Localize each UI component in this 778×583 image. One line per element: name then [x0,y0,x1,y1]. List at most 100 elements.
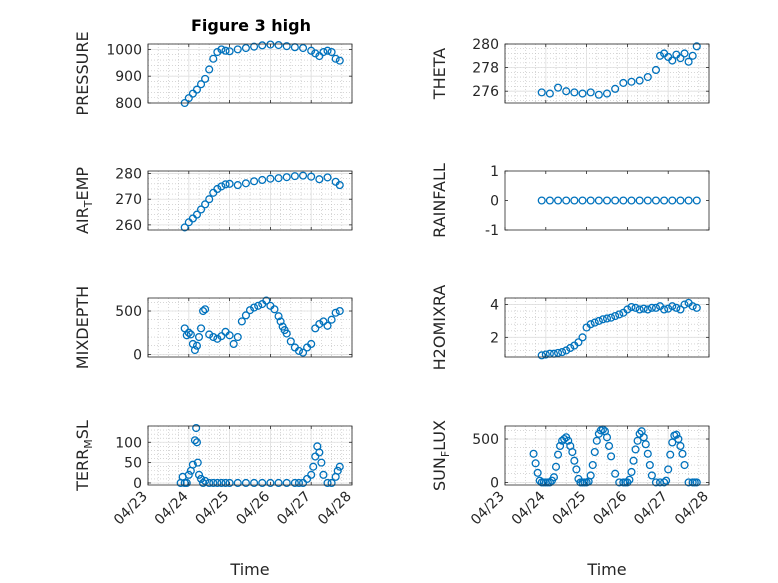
h2omixra-data-point [541,350,550,359]
air-temp-ylabel: AIRTEMP [73,167,95,234]
rainfall-data-point [586,196,595,205]
h2omixra-data-point [615,310,624,319]
pressure-data-point [335,56,344,65]
air-temp-data-point [266,174,275,183]
terr-msl-ytick-label: 100 [115,435,142,451]
theta-data-point [537,88,546,97]
sun-flux-data-point [666,450,675,459]
terr-msl-xtick-label: 04/23 [111,489,151,529]
rainfall-data-point [562,196,571,205]
sun-flux-data-point [602,433,612,442]
pressure-ytick-label: 1000 [106,42,142,58]
pressure-data-point [217,45,226,54]
h2omixra-data-point [672,303,681,312]
terr-msl-data-point [298,478,308,488]
mixdepth-data-point [294,346,304,355]
pressure-data-point [319,47,328,57]
terr-msl-ytick-label: 50 [124,456,142,472]
air-temp-data-point [192,210,202,219]
mixdepth-data-point [196,324,206,333]
terr-msl-data-point [250,478,259,488]
sun-flux-data-point [549,473,559,482]
theta-data-point [655,51,665,60]
mixdepth-data-point [186,330,195,339]
sun-flux-data-point [553,450,563,459]
pressure-axes-box [147,43,353,104]
terr-msl-data-point [213,478,222,488]
theta-ytick-label: 276 [472,84,499,100]
air-temp-data-point [233,181,242,190]
sun-flux-xtick-label: 04/24 [509,488,549,528]
mixdepth-data-point [282,329,291,338]
pressure-data-point [298,43,308,53]
h2omixra-data-point [623,305,632,314]
terr-msl-data-point [323,478,332,488]
mixdepth-data-point [315,319,324,329]
air-temp-data-point [258,175,267,185]
rainfall-data-point [692,196,701,205]
terr-msl-data-point [194,470,204,479]
sun-flux-data-point [645,460,654,470]
terr-msl-data-point [196,474,206,483]
terr-msl-data-point [309,462,318,471]
h2omixra-ytick-label: 4 [490,298,499,314]
sun-flux-data-point [560,434,569,444]
rainfall-data-point [611,196,620,205]
h2omixra-data-point [647,303,656,312]
terr-msl-data-point [335,462,344,471]
theta-data-point [635,76,644,85]
mixdepth-data-point [319,317,328,326]
terr-msl-xlabel: Time [229,560,269,579]
terr-msl-xtick-label: 04/27 [274,489,314,529]
mixdepth-data-point [209,332,218,342]
sun-flux-data-point [586,471,595,480]
mixdepth-data-point [323,321,332,330]
rainfall-data-point [602,196,612,205]
sun-flux-data-point [672,430,681,439]
air-temp-data-point [225,179,234,188]
theta-data-point [619,78,628,87]
mixdepth-ytick-label: 0 [133,347,142,363]
pressure-data-point [196,80,206,89]
mixdepth-data-point [229,339,238,349]
theta-data-point [586,88,595,97]
sun-flux-data-point [678,449,687,458]
h2omixra-ylabel: H2OMIXRA [430,285,449,371]
mixdepth-data-point [245,306,255,315]
sun-flux-data-point [629,456,638,465]
air-temp-data-point [315,175,324,184]
terr-msl-data-point [282,478,291,488]
terr-msl-data-point [258,478,267,488]
h2omixra-data-point [562,346,571,355]
sun-flux-data-point [680,460,689,470]
terr-msl-data-point [233,478,242,488]
air-temp-data-point [323,173,332,182]
sun-flux-data-point [607,452,616,461]
pressure-ytick-label: 900 [115,69,142,85]
air-temp-data-point [196,205,206,214]
mixdepth-data-point [298,348,308,357]
h2omixra-data-point [602,314,612,323]
h2omixra-data-point [639,304,648,313]
sun-flux-data-point [627,467,636,477]
mixdepth-data-point [213,334,222,343]
sun-flux-data-point [615,478,624,487]
terr-msl-data-point [192,423,201,433]
pressure-data-point [188,89,197,98]
h2omixra-data-point [607,313,616,322]
sun-flux-data-point [631,445,640,454]
sun-flux-data-point [570,456,579,465]
h2omixra-data-point [643,305,652,314]
mixdepth-data-point [190,346,199,355]
h2omixra-ytick-label: 2 [490,330,499,346]
pressure-data-point [192,85,202,94]
mixdepth-data-point [237,317,246,326]
pressure-data-point [221,46,230,55]
rainfall-data-point [578,196,587,205]
h2omixra-data-point [688,302,697,311]
air-temp-data-point [221,180,230,189]
terr-msl-data-point [333,466,342,475]
h2omixra-data-point [660,305,669,314]
terr-msl-xtick-label: 04/28 [315,489,355,529]
